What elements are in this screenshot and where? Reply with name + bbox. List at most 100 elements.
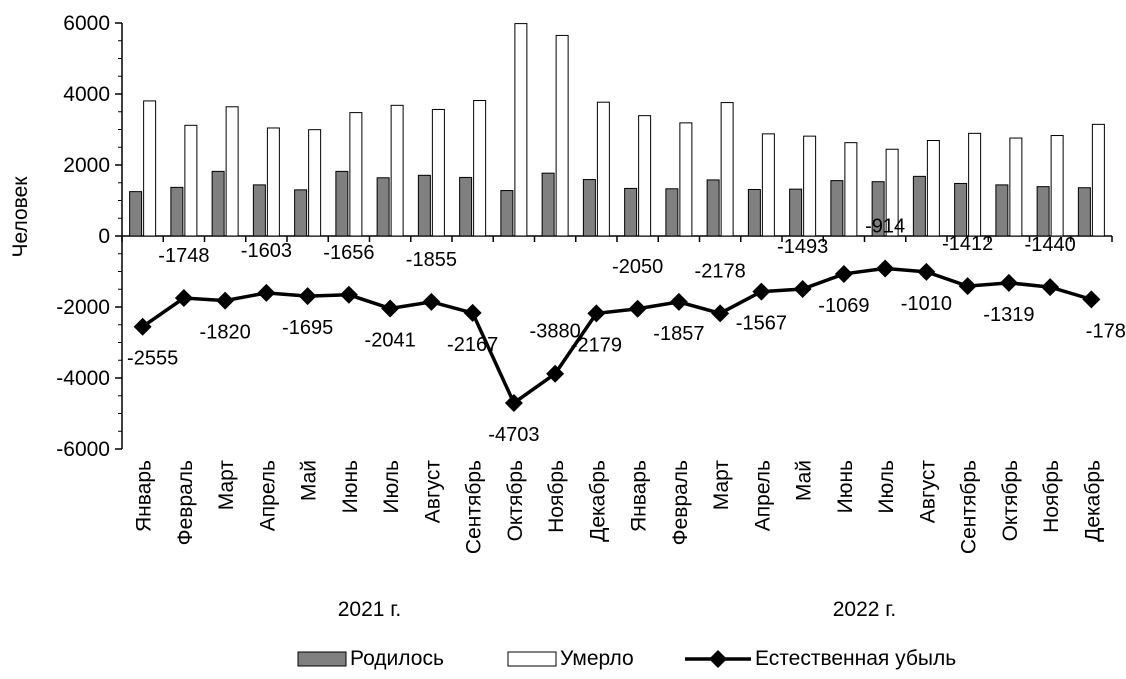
x-category-label: Декабрь — [1081, 460, 1104, 542]
line-marker — [917, 262, 936, 281]
bar-born — [582, 179, 596, 237]
data-label: -1748 — [158, 245, 209, 267]
line-marker — [174, 289, 193, 308]
x-category-label: Июнь — [339, 460, 362, 513]
bar-died — [1009, 137, 1023, 237]
data-label: -1785 — [1086, 320, 1126, 342]
line-marker — [834, 264, 853, 283]
y-axis-title-group: Человек — [9, 176, 32, 258]
data-label: -2179 — [571, 334, 622, 356]
line-marker — [463, 303, 482, 322]
bar-born — [170, 186, 184, 237]
line-marker — [958, 277, 977, 296]
bar-born — [1077, 187, 1091, 237]
bar-born — [252, 184, 266, 237]
legend-label-died: Умерло — [560, 647, 634, 670]
x-category-label: Август — [916, 460, 939, 524]
bar-born — [541, 172, 555, 237]
y-tick-label: -4000 — [56, 367, 110, 390]
bar-born — [912, 175, 926, 237]
data-label: -1010 — [901, 293, 952, 315]
bar-died — [679, 122, 693, 237]
line-marker — [876, 259, 895, 278]
bar-died — [184, 124, 198, 237]
y-tick-label: 4000 — [63, 83, 110, 106]
x-category-label: Октябрь — [504, 460, 527, 541]
data-label: -1412 — [942, 233, 993, 255]
line-marker — [339, 285, 358, 304]
bar-died — [514, 23, 528, 237]
line-marker — [1041, 278, 1060, 297]
line-marker — [793, 280, 812, 299]
bar-born — [417, 174, 431, 237]
data-label: -2050 — [612, 256, 663, 278]
x-category-label: Февраль — [669, 460, 692, 545]
line-marker — [381, 299, 400, 318]
bar-died — [308, 129, 322, 237]
legend-label-decrease: Естественная убыль — [755, 647, 956, 670]
x-category-label: Сентябрь — [463, 460, 486, 554]
x-category-label: Декабрь — [586, 460, 609, 542]
y-tick-label: -2000 — [56, 296, 110, 319]
bar-born — [954, 182, 968, 237]
bar-born — [830, 180, 844, 237]
x-category-labels: Январь Февраль Март Апрель Май Июнь Июль Август… — [133, 460, 1105, 554]
bar-died — [1050, 135, 1064, 237]
x-category-label: Июнь — [834, 460, 857, 513]
x-category-label: Июль — [875, 460, 898, 514]
data-label: -1603 — [241, 240, 292, 262]
axes-layer: 6000 4000 2000 0 -2000 -4000 -6000 — [56, 12, 1113, 461]
data-label: -1319 — [983, 304, 1034, 326]
y-tick-label: 2000 — [63, 154, 110, 177]
bar-born — [747, 188, 761, 237]
data-label: -2555 — [127, 348, 178, 370]
bar-born — [294, 189, 308, 237]
data-label: -2178 — [695, 260, 746, 282]
line-marker — [711, 304, 730, 323]
bar-born — [995, 184, 1009, 237]
y-axis-title: Человек — [9, 176, 32, 258]
x-category-label: Январь — [133, 460, 156, 532]
x-category-label: Ноябрь — [1040, 460, 1063, 533]
bars-layer — [129, 23, 1105, 237]
x-category-label: Январь — [628, 460, 651, 532]
bar-born — [624, 187, 638, 237]
bar-born — [459, 176, 473, 237]
x-category-label: Апрель — [751, 460, 774, 531]
bar-died — [1091, 123, 1105, 237]
line-marker — [133, 317, 152, 336]
bar-born — [1036, 186, 1050, 237]
data-label: -1567 — [736, 313, 787, 335]
data-label: -914 — [865, 215, 905, 237]
data-label: -1695 — [282, 317, 333, 339]
line-marker — [1082, 290, 1101, 309]
bar-died — [596, 101, 610, 237]
x-category-label: Ноябрь — [545, 460, 568, 533]
x-category-label: Март — [215, 460, 238, 511]
bar-died — [143, 100, 157, 237]
data-label: -1857 — [653, 323, 704, 345]
legend-swatch-born — [297, 651, 347, 667]
data-label: -1855 — [406, 249, 457, 271]
data-label: -1440 — [1025, 234, 1076, 256]
line-marker — [422, 292, 441, 311]
data-label: -1656 — [323, 242, 374, 264]
data-label: -2167 — [447, 334, 498, 356]
bar-died — [968, 132, 982, 237]
year-group-labels: 2021 г. 2022 г. — [338, 598, 896, 621]
legend-swatch-died — [507, 651, 557, 667]
data-label: -1493 — [777, 236, 828, 258]
y-tick-label: 0 — [98, 225, 110, 248]
line-marker — [669, 292, 688, 311]
bar-born — [211, 170, 225, 237]
year-label: 2022 г. — [833, 598, 896, 621]
x-category-label: Август — [421, 460, 444, 524]
x-category-label: Март — [710, 460, 733, 511]
year-label: 2021 г. — [338, 598, 401, 621]
bar-born — [500, 190, 514, 237]
line-marker — [257, 283, 276, 302]
bar-died — [638, 115, 652, 237]
bar-died — [761, 133, 775, 237]
x-category-label: Май — [793, 460, 816, 501]
